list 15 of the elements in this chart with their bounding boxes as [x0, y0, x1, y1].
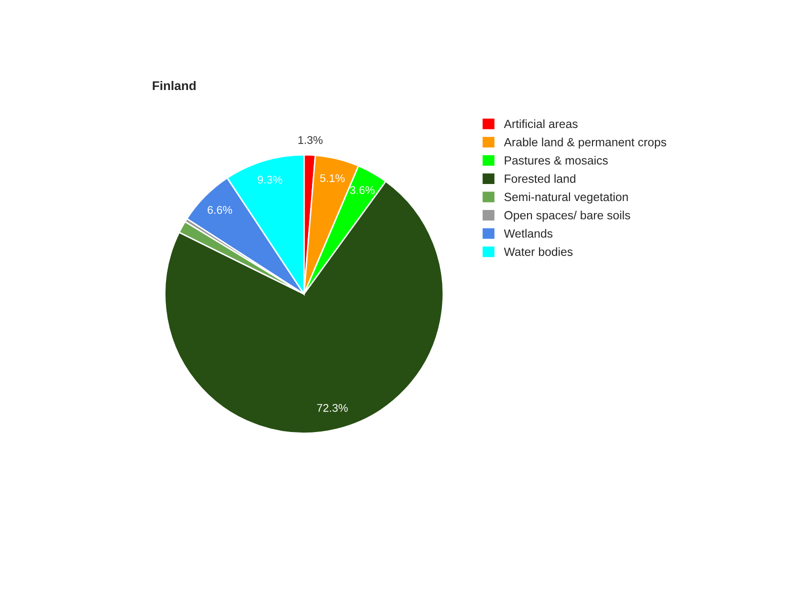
legend-label: Pastures & mosaics: [504, 156, 608, 165]
legend-label: Semi-natural vegetation: [504, 192, 628, 204]
data-label: 6.6%: [208, 206, 232, 214]
data-label: 72.3%: [317, 404, 348, 412]
chart-title: Finland: [152, 80, 196, 90]
legend-label: Water bodies: [504, 247, 573, 256]
data-label: 9.3%: [258, 176, 282, 184]
data-label: 5.1%: [320, 174, 345, 182]
data-label: 3.6%: [350, 186, 375, 194]
data-label: 1.3%: [298, 136, 323, 144]
legend-label: Open spaces/ bare soils: [504, 210, 630, 222]
legend-label: Artificial areas: [504, 119, 578, 128]
legend-label: Forested land: [504, 174, 576, 183]
legend-label: Arable land & permanent crops: [504, 138, 666, 149]
legend-label: Wetlands: [504, 229, 552, 238]
